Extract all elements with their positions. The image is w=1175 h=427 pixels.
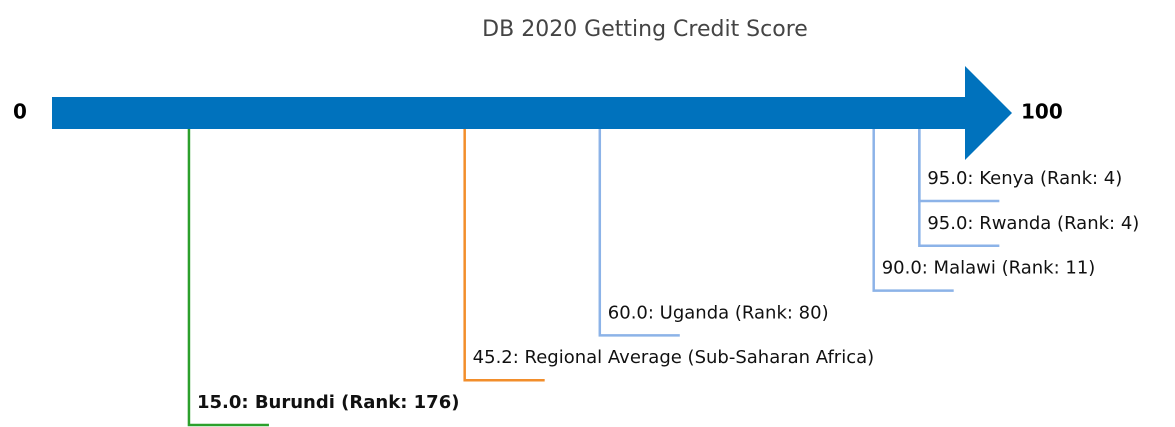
marker-line	[463, 129, 545, 382]
marker-label: 95.0: Rwanda (Rank: 4)	[927, 213, 1139, 234]
marker-line	[872, 129, 954, 292]
marker-label: 60.0: Uganda (Rank: 80)	[608, 302, 829, 323]
marker-label: 15.0: Burundi (Rank: 176)	[197, 392, 460, 413]
marker-label: 45.2: Regional Average (Sub-Saharan Afri…	[473, 347, 874, 368]
marker-label: 95.0: Kenya (Rank: 4)	[927, 168, 1122, 189]
marker-line	[598, 129, 680, 337]
marker-label: 90.0: Malawi (Rank: 11)	[882, 258, 1096, 279]
axis-arrow	[52, 66, 1012, 160]
x-tick-label: 0	[13, 100, 27, 124]
chart-title: DB 2020 Getting Credit Score	[482, 17, 808, 42]
marker-line	[187, 129, 269, 427]
marker-line	[918, 129, 1000, 203]
x-tick-label: 100	[1021, 100, 1063, 124]
